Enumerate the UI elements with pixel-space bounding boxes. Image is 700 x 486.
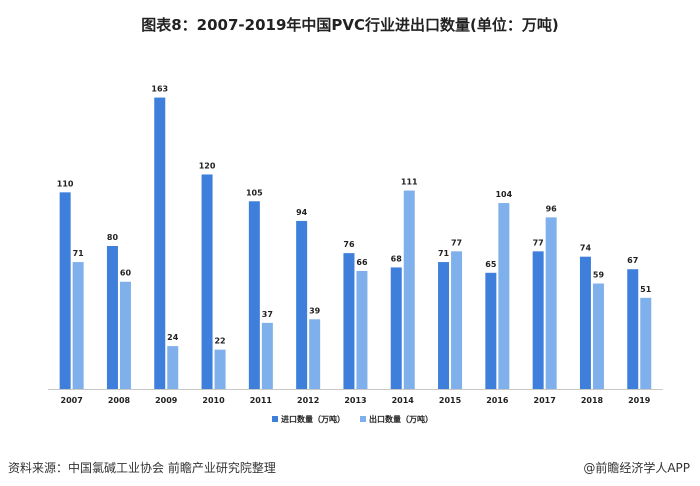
import-value-label-2018: 74 xyxy=(580,244,592,253)
import-legend-label: 进口数量（万吨） xyxy=(281,414,345,424)
export-bar-2011 xyxy=(261,322,273,389)
import-value-label-2015: 71 xyxy=(438,249,450,258)
x-tick-label-2016: 2016 xyxy=(486,396,509,405)
x-tick-label-2010: 2010 xyxy=(202,396,225,405)
legend: 进口数量（万吨） 出口数量（万吨） xyxy=(272,414,433,424)
x-tick-label-2012: 2012 xyxy=(297,396,319,405)
import-bar-2018 xyxy=(579,256,591,389)
footer-source: 资料来源：中国氯碱工业协会 前瞻产业研究院整理 xyxy=(8,461,276,475)
export-bar-2013 xyxy=(356,271,368,389)
export-bar-2017 xyxy=(545,217,557,389)
export-legend-label: 出口数量（万吨） xyxy=(369,414,433,424)
export-value-label-2017: 96 xyxy=(546,204,558,213)
export-bar-2008 xyxy=(119,281,131,389)
import-bar-2009 xyxy=(154,97,166,390)
export-value-label-2009: 24 xyxy=(167,333,179,342)
export-value-label-2018: 59 xyxy=(593,271,605,280)
export-bar-2016 xyxy=(498,203,510,389)
export-value-label-2010: 22 xyxy=(214,337,225,346)
export-value-label-2019: 51 xyxy=(640,285,652,294)
export-bar-2019 xyxy=(640,297,652,389)
x-tick-label-2011: 2011 xyxy=(250,396,273,405)
import-bar-2015 xyxy=(438,262,450,389)
footer-brand: @前瞻经济学人APP xyxy=(583,461,690,475)
x-tick-label-2008: 2008 xyxy=(108,396,131,405)
x-tick-label-2007: 2007 xyxy=(61,396,83,405)
import-value-label-2017: 77 xyxy=(533,238,544,247)
x-tick-label-2013: 2013 xyxy=(344,396,366,405)
export-value-label-2013: 66 xyxy=(356,258,368,267)
import-bar-2014 xyxy=(390,267,402,389)
export-value-label-2012: 39 xyxy=(309,306,321,315)
import-bar-2017 xyxy=(532,251,544,389)
import-bar-2013 xyxy=(343,253,355,389)
import-bar-2007 xyxy=(59,192,71,389)
export-bar-2009 xyxy=(167,346,179,389)
x-tick-label-2019: 2019 xyxy=(628,396,651,405)
x-tick-label-2009: 2009 xyxy=(155,396,178,405)
export-bar-2014 xyxy=(403,190,415,389)
export-bar-2007 xyxy=(72,262,84,389)
import-value-label-2008: 80 xyxy=(107,233,119,242)
chart-title: 图表8：2007-2019年中国PVC行业进出口数量(单位：万吨) xyxy=(141,16,559,34)
import-legend-swatch xyxy=(272,416,278,422)
import-bar-2011 xyxy=(248,201,260,389)
x-tick-label-2018: 2018 xyxy=(581,396,604,405)
export-bar-2012 xyxy=(309,319,321,389)
export-value-label-2008: 60 xyxy=(120,269,132,278)
import-value-label-2011: 105 xyxy=(246,188,263,197)
x-tick-labels-group: 2007 2008 2009 2010 2011 2012 2013 2014 2015 2016… xyxy=(61,396,651,405)
export-bar-2018 xyxy=(592,283,604,389)
x-tick-label-2015: 2015 xyxy=(439,396,462,405)
export-value-label-2015: 77 xyxy=(451,238,462,247)
import-value-label-2009: 163 xyxy=(151,85,168,94)
import-value-label-2012: 94 xyxy=(296,208,308,217)
export-bar-2010 xyxy=(214,349,226,389)
import-bar-2019 xyxy=(627,269,639,389)
export-value-label-2014: 111 xyxy=(401,178,418,187)
import-value-label-2016: 65 xyxy=(485,260,497,269)
import-bar-2008 xyxy=(106,245,118,389)
bars-group xyxy=(59,97,652,390)
import-bar-2012 xyxy=(296,220,308,389)
export-bar-2015 xyxy=(451,251,463,389)
import-bar-2010 xyxy=(201,174,213,389)
export-value-label-2007: 71 xyxy=(73,249,85,258)
import-value-label-2014: 68 xyxy=(391,254,403,263)
import-value-label-2007: 110 xyxy=(57,179,74,188)
x-tick-label-2014: 2014 xyxy=(392,396,415,405)
import-value-label-2019: 67 xyxy=(627,256,638,265)
export-value-label-2016: 104 xyxy=(495,190,512,199)
import-bar-2016 xyxy=(485,272,497,389)
import-value-label-2010: 120 xyxy=(199,161,216,170)
export-legend-swatch xyxy=(360,416,366,422)
x-tick-label-2017: 2017 xyxy=(534,396,556,405)
export-value-label-2011: 37 xyxy=(262,310,273,319)
import-value-label-2013: 76 xyxy=(343,240,355,249)
